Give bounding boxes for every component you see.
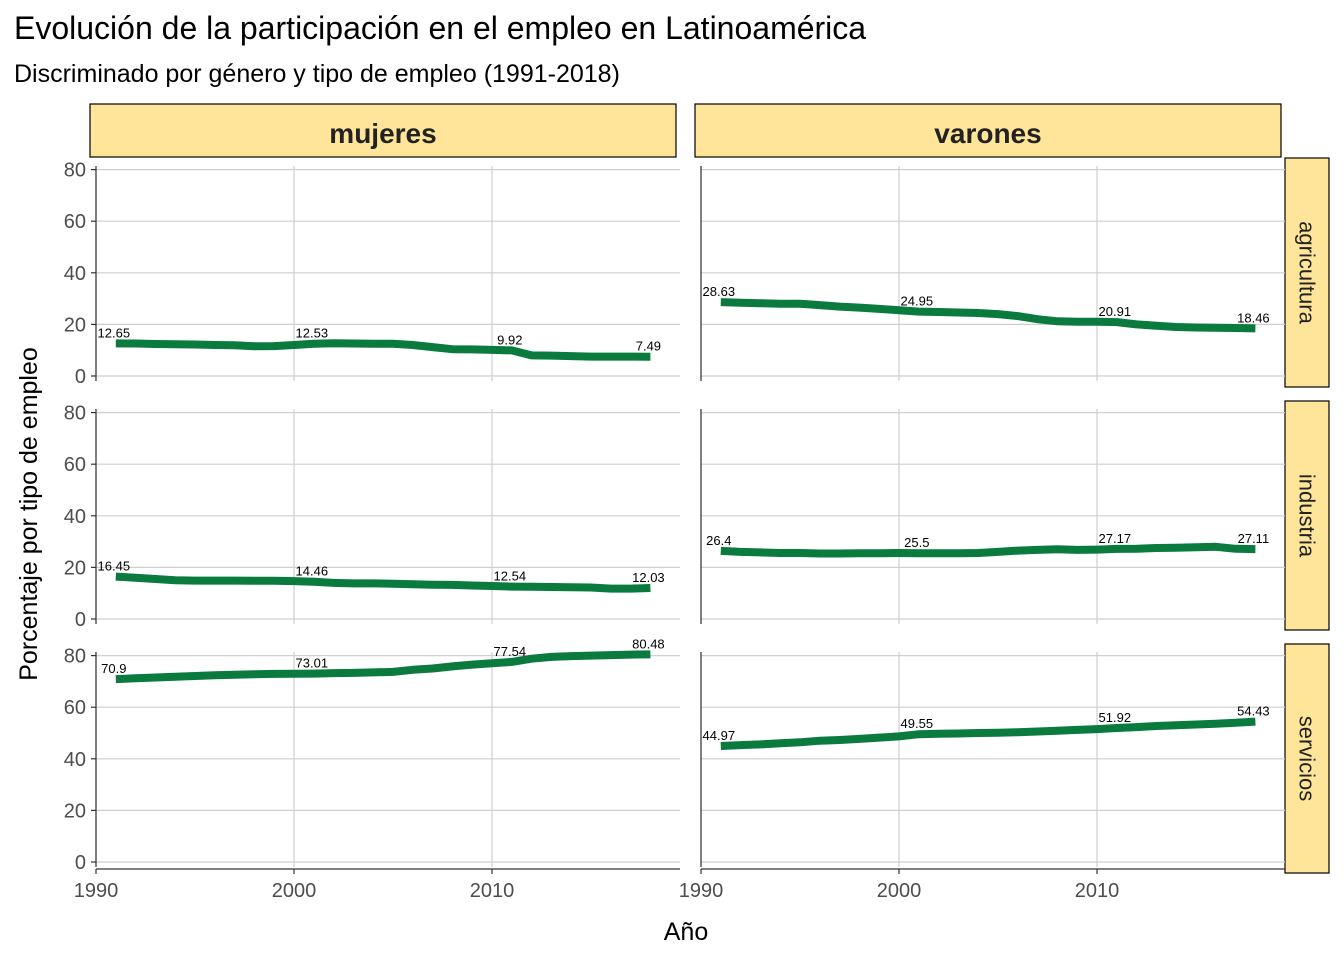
x-tick-label: 2010 [1075,880,1120,902]
data-label: 49.55 [901,716,934,731]
data-label: 18.46 [1237,310,1270,325]
y-tick-label: 20 [64,800,86,822]
y-tick-label: 20 [64,314,86,336]
data-label: 28.63 [703,284,736,299]
y-tick-label: 60 [64,454,86,476]
series-line-varones-industria [720,542,1256,558]
x-tick-label: 2000 [272,880,317,902]
data-label: 7.49 [636,339,661,354]
data-label: 70.9 [101,661,126,676]
data-label: 12.03 [632,570,665,585]
data-label: 9.92 [497,332,522,347]
y-tick-label: 0 [75,609,86,631]
series-line-mujeres-industria [115,572,651,593]
x-tick-label: 1990 [74,880,119,902]
y-tick-label: 80 [64,403,86,425]
facet-label-varones: varones [934,118,1041,149]
y-tick-label: 0 [75,366,86,388]
x-tick-label: 2010 [470,880,515,902]
facet-label-industria: industria [1295,474,1320,558]
series-line-varones-servicios [720,717,1256,750]
chart-title: Evolución de la participación en el empl… [14,10,867,46]
x-tick-label: 1990 [679,880,724,902]
facet-strip-servicios [1284,643,1330,874]
facet-strip-agricultura [1284,157,1330,388]
data-label: 25.5 [904,535,929,550]
data-label: 51.92 [1099,710,1132,725]
y-tick-label: 40 [64,749,86,771]
data-label: 12.53 [296,326,329,341]
y-tick-label: 40 [64,506,86,528]
x-axis-title: Año [664,918,708,946]
x-tick-label: 2000 [877,880,922,902]
series-line-mujeres-servicios [115,650,651,684]
series-line-varones-agricultura [720,298,1256,333]
data-label: 12.65 [98,325,131,340]
data-label: 24.95 [901,294,934,309]
y-tick-label: 0 [75,852,86,874]
facet-strip-mujeres [89,103,677,158]
data-label: 77.54 [494,644,527,659]
facet-strip-varones [694,103,1282,158]
data-label: 14.46 [296,564,329,579]
data-label: 16.45 [98,559,131,574]
data-label: 26.4 [706,533,731,548]
data-label: 27.17 [1099,531,1132,546]
y-tick-label: 80 [64,646,86,668]
data-label: 27.11 [1238,531,1270,546]
y-tick-label: 20 [64,557,86,579]
y-tick-label: 80 [64,160,86,182]
series-line-mujeres-agricultura [115,339,651,361]
facet-label-mujeres: mujeres [329,118,436,149]
data-label: 80.48 [632,636,665,651]
data-label: 44.97 [703,728,736,743]
data-label: 12.54 [494,569,527,584]
data-label: 73.01 [296,656,329,671]
facet-label-servicios: servicios [1295,716,1320,802]
data-label: 54.43 [1237,704,1270,719]
y-axis-title: Porcentaje por tipo de empleo [15,347,43,681]
y-tick-label: 60 [64,697,86,719]
facet-label-agricultura: agricultura [1295,221,1320,324]
y-tick-label: 60 [64,211,86,233]
chart-subtitle: Discriminado por género y tipo de empleo… [14,60,620,88]
y-tick-label: 40 [64,263,86,285]
data-label: 20.91 [1099,304,1132,319]
facet-strip-industria [1284,400,1330,631]
